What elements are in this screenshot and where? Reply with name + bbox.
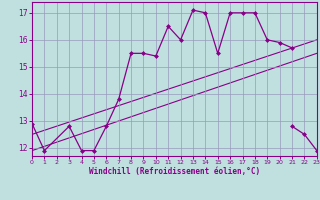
X-axis label: Windchill (Refroidissement éolien,°C): Windchill (Refroidissement éolien,°C) bbox=[89, 167, 260, 176]
